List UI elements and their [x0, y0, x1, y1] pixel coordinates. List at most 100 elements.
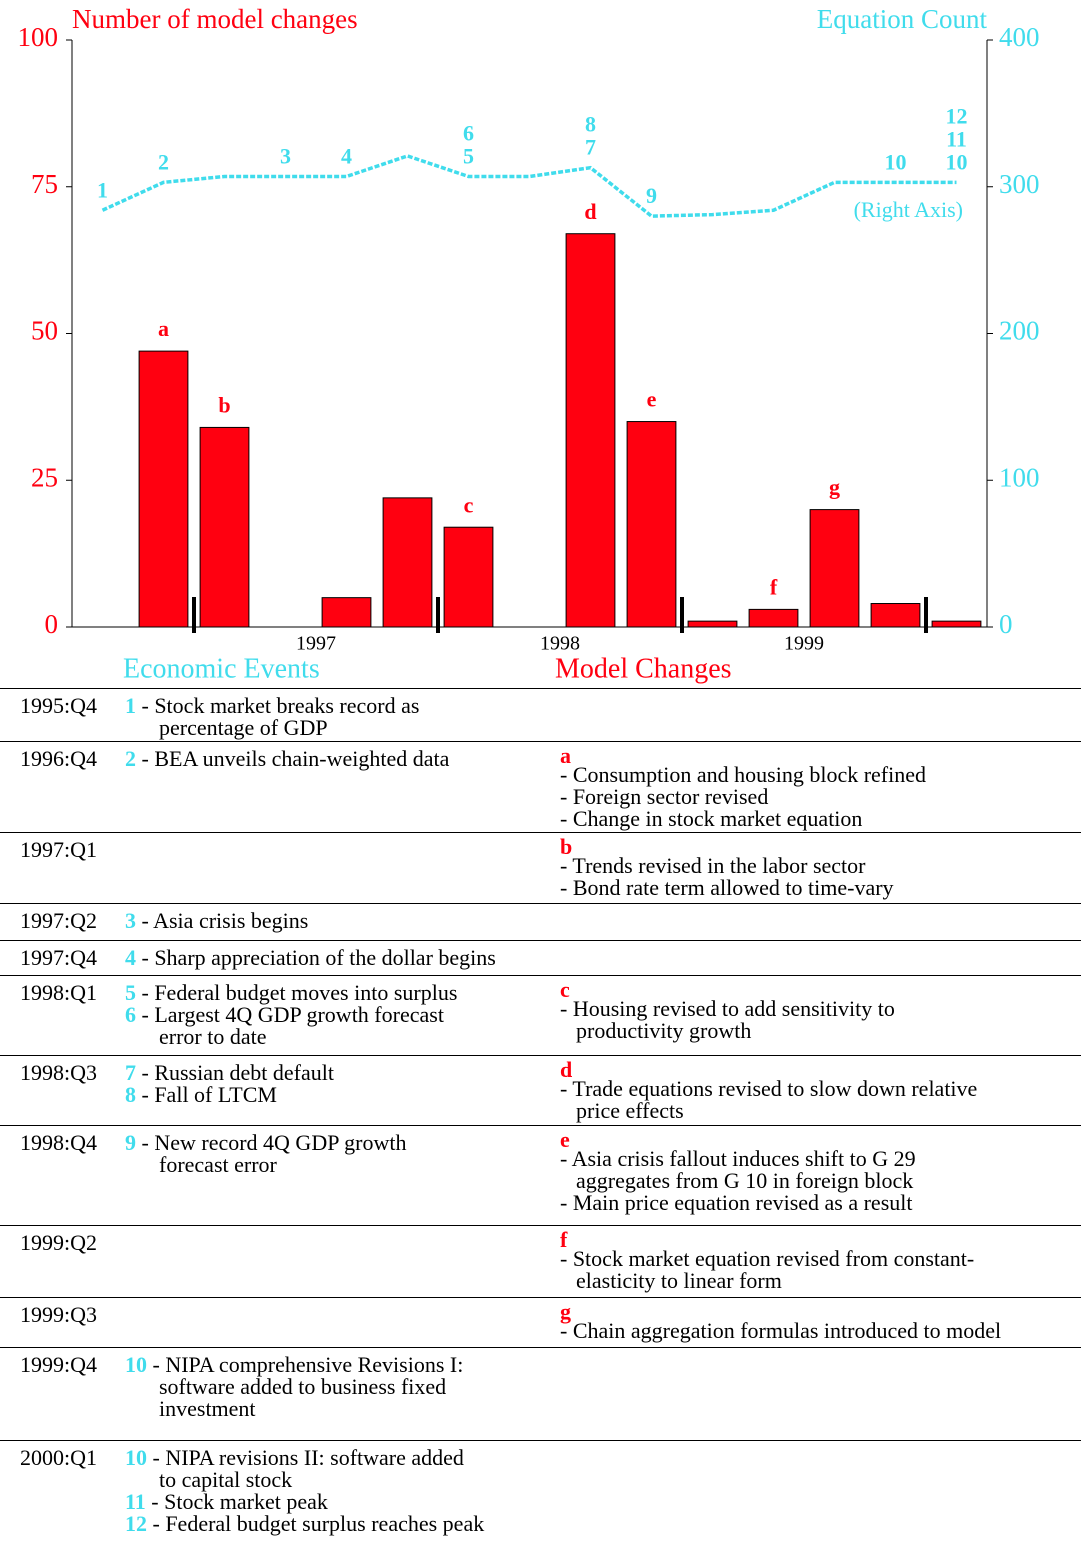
event: 10 - NIPA comprehensive Revisions I: soft…: [125, 1354, 463, 1420]
bar: [382, 497, 433, 628]
change-letter: a: [560, 743, 571, 768]
changes-header: Model Changes: [555, 653, 732, 684]
event-line: software added to business fixed: [125, 1376, 463, 1398]
right-title: Equation Count: [817, 4, 988, 34]
table-row: 1998:Q1 5 - Federal budget moves into sur…: [0, 975, 1081, 1056]
event-text: software added to business fixed: [159, 1374, 447, 1399]
event-number: 3: [125, 908, 136, 933]
event: 3 - Asia crisis begins: [125, 910, 308, 932]
changes: c- Housing revised to add sensitivity to…: [560, 979, 895, 1042]
point-label: 12: [946, 103, 968, 128]
event-text: percentage of GDP: [159, 715, 328, 740]
y-tick-label: 50: [31, 316, 58, 346]
change-line: - Stock market equation revised from con…: [560, 1246, 975, 1271]
point-label: 9: [646, 183, 657, 208]
bar: [931, 620, 982, 628]
line: [101, 154, 957, 218]
bar: [626, 421, 677, 628]
event-number: 5: [125, 980, 136, 1005]
changes: d- Trade equations revised to slow down …: [560, 1057, 977, 1122]
change-letter: d: [560, 1057, 573, 1082]
events: 3 - Asia crisis begins: [125, 910, 308, 932]
table-row: 1999:Q4 10 - NIPA comprehensive Revisions…: [0, 1347, 1081, 1441]
bar: [199, 426, 250, 628]
events-header: Economic Events: [123, 653, 320, 684]
event-line: investment: [125, 1398, 463, 1420]
point-label: 8: [585, 112, 596, 137]
date: 1995:Q4: [20, 693, 97, 718]
bar: [687, 620, 738, 628]
event-line: 4 - Sharp appreciation of the dollar beg…: [125, 947, 496, 969]
bar: [809, 509, 860, 628]
event-text: - Sharp appreciation of the dollar begin…: [141, 945, 496, 970]
change-line: - Bond rate term allowed to time-vary: [560, 875, 894, 900]
change-line: elasticity to linear form: [576, 1268, 782, 1293]
event-line: to capital stock: [125, 1469, 484, 1491]
event: 10 - NIPA revisions II: software added to…: [125, 1447, 484, 1491]
event-number: 8: [125, 1082, 136, 1107]
point-label: 4: [341, 144, 352, 169]
event-line: error to date: [125, 1026, 457, 1048]
date: 1997:Q1: [20, 837, 97, 862]
date: 1997:Q2: [20, 908, 97, 933]
date: 1999:Q4: [20, 1352, 97, 1377]
event-text: - Largest 4Q GDP growth forecast: [141, 1002, 444, 1027]
changes: e- Asia crisis fallout induces shift to …: [560, 1127, 916, 1214]
y-tick-label: 100: [18, 22, 59, 52]
change-line: - Chain aggregation formulas introduced …: [560, 1318, 1002, 1343]
event-line: 8 - Fall of LTCM: [125, 1084, 334, 1106]
y2-tick-label: 400: [999, 22, 1040, 52]
event-text: to capital stock: [159, 1467, 293, 1492]
event-number: 9: [125, 1130, 136, 1155]
event-text: - Federal budget surplus reaches peak: [152, 1511, 485, 1536]
bar: [565, 233, 616, 628]
bar: [870, 603, 921, 628]
table-row: 1999:Q2 f - Stock market equation revised …: [0, 1225, 1081, 1298]
date: 1998:Q1: [20, 980, 97, 1005]
table-row: 1997:Q1 b - Trends revised in the labor se…: [0, 832, 1081, 904]
change-line: - Asia crisis fallout induces shift to G…: [560, 1146, 916, 1171]
event-text: - Asia crisis begins: [141, 908, 309, 933]
bar-label: f: [770, 574, 778, 599]
axis-note: (Right Axis): [854, 197, 963, 222]
event-text: - Federal budget moves into surplus: [141, 980, 458, 1005]
event-line: percentage of GDP: [125, 717, 419, 739]
event-number: 12: [125, 1511, 147, 1536]
event: 7 - Russian debt default: [125, 1062, 334, 1084]
y2-tick-label: 200: [999, 316, 1040, 346]
y2-tick-label: 100: [999, 462, 1040, 492]
change-line: aggregates from G 10 in foreign block: [576, 1168, 914, 1193]
event-line: 10 - NIPA comprehensive Revisions I:: [125, 1354, 463, 1376]
bar-label: e: [647, 387, 657, 412]
events: 1 - Stock market breaks record as percent…: [125, 695, 419, 739]
event-line: 3 - Asia crisis begins: [125, 910, 308, 932]
event: 8 - Fall of LTCM: [125, 1084, 334, 1106]
point-label: 2: [158, 149, 169, 174]
change-letter: g: [560, 1299, 571, 1324]
bar-label: a: [158, 316, 169, 341]
table-row: 1998:Q4 9 - New record 4Q GDP growth forec…: [0, 1125, 1081, 1226]
date: 1998:Q4: [20, 1130, 97, 1155]
point-label: 7: [585, 135, 596, 160]
event-line: 7 - Russian debt default: [125, 1062, 334, 1084]
event: 5 - Federal budget moves into surplus: [125, 982, 457, 1004]
x-tick-label: 1997: [296, 633, 336, 655]
event-text: - Fall of LTCM: [141, 1082, 277, 1107]
change-line: - Consumption and housing block refined: [560, 762, 927, 787]
event: 2 - BEA unveils chain-weighted data: [125, 748, 449, 770]
event-number: 7: [125, 1060, 136, 1085]
event-line: 9 - New record 4Q GDP growth: [125, 1132, 406, 1154]
bar: [748, 608, 799, 628]
date: 1998:Q3: [20, 1060, 97, 1085]
event-text: error to date: [159, 1024, 267, 1049]
x-tick-label: 1998: [540, 633, 580, 655]
event-number: 2: [125, 746, 136, 771]
table-row: 1997:Q4 4 - Sharp appreciation of the dol…: [0, 940, 1081, 976]
change-letter: e: [560, 1127, 570, 1152]
bar-label: c: [464, 492, 474, 517]
table-row: 1997:Q2 3 - Asia crisis begins: [0, 903, 1081, 941]
changes: a- Consumption and housing block refined…: [560, 743, 927, 830]
event-text: investment: [159, 1396, 256, 1421]
y-tick-label: 75: [31, 169, 58, 199]
